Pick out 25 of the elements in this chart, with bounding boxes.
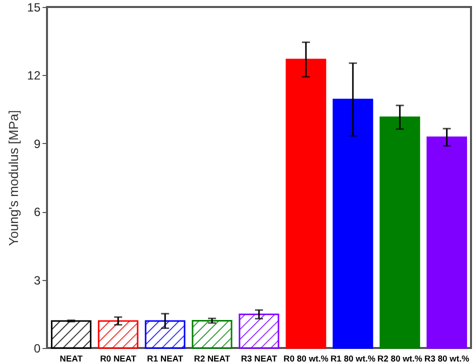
bar [426, 136, 468, 349]
x-tick-label: R0 NEAT [100, 354, 137, 364]
bar [144, 320, 186, 349]
y-tick-label: 3 [34, 273, 41, 288]
x-tick-label: R0 80 wt.% [284, 354, 329, 364]
x-tick-label: R1 80 wt.% [330, 354, 376, 364]
bar [50, 320, 92, 349]
x-tick-label: R3 NEAT [240, 354, 278, 364]
bar [332, 98, 374, 349]
x-tick-label: R3 80 wt.% [424, 354, 470, 364]
x-tick-label: R1 NEAT [147, 354, 184, 364]
bar [192, 320, 232, 349]
y-tick-label: 0 [34, 342, 41, 356]
y-tick-label: 9 [34, 136, 41, 151]
y-axis-title: Young's modulus [MPa] [6, 110, 22, 246]
y-tick-label: 12 [27, 68, 41, 83]
y-tick-label: 6 [34, 205, 41, 220]
x-tick-label: NEAT [60, 354, 84, 364]
bar [238, 314, 280, 349]
y-tick-label: 15 [27, 0, 41, 14]
x-tick-label: R2 NEAT [194, 354, 231, 364]
bar [98, 320, 138, 349]
bar [380, 116, 420, 349]
bar [286, 58, 326, 349]
x-tick-label: R2 80 wt.% [377, 354, 423, 364]
